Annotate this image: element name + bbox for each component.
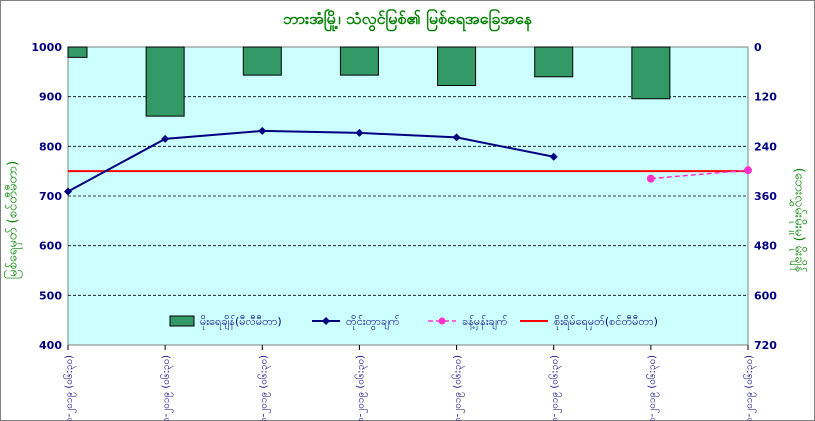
y-left-tick-label: 700: [39, 190, 62, 203]
chart-title: ဘားအံမြို့၊ သံလွင်မြစ်၏ မြစ်ရေအခြေအနေ: [283, 9, 532, 28]
rain-bar: [437, 46, 477, 86]
x-category-label: ၅-၈-၂၀၁၉ (၀၆:၃၀): [62, 355, 77, 421]
y-left-tick-label: 500: [39, 289, 62, 302]
x-category-label: ၈-၈-၂၀၁၉ (၀၆:၃၀): [353, 355, 368, 421]
legend-marker: [322, 317, 330, 325]
y-left-tick-label: 400: [39, 339, 62, 352]
rain-bar: [534, 46, 574, 78]
y-right-tick-label: 360: [754, 190, 777, 203]
legend-label: ခန့်မှန်းချက်: [462, 315, 508, 330]
measured-point: [355, 128, 364, 137]
rain-bar: [67, 46, 88, 58]
y-right-tick-label: 720: [754, 339, 777, 352]
x-category-label: ၆-၈-၂၀၁၉ (၀၆:၃၀): [159, 355, 174, 421]
measured-point: [64, 187, 72, 196]
measured-point: [452, 133, 461, 142]
legend-marker: [438, 317, 446, 325]
x-category-label: ၇-၈-၂၀၁၉ (၀၆:၃၀): [256, 355, 271, 421]
rain-bar: [145, 46, 185, 117]
y-right-tick-label: 240: [754, 140, 777, 153]
y-left-tick-label: 1000: [31, 41, 62, 54]
legend-label: စိုးရိမ်ရေမှတ်(စင်တီမီတာ): [554, 315, 658, 330]
x-category-label: ၁၁-၈-၂၀၁၉ (၀၆:၃၀): [645, 355, 660, 421]
measured-point: [161, 134, 170, 143]
measured-point: [258, 126, 267, 135]
x-category-label: ၁၀-၈-၂၀၁၉ (၀၆:၃၀): [548, 355, 563, 421]
forecast-point: [744, 166, 752, 175]
measured-line: [67, 129, 554, 193]
y-right-tick-label: 600: [754, 289, 777, 302]
y-left-tick-label: 800: [39, 140, 62, 153]
rain-bar: [631, 46, 671, 100]
legend-swatch: [169, 315, 195, 327]
legend-label: မိုးရေချိန်(မီလီမီတာ): [200, 315, 282, 330]
rain-bar: [242, 46, 282, 76]
x-category-label: ၁၂-၈-၂၀၁၉ (၀၆:၃၀): [742, 355, 757, 421]
measured-point: [549, 152, 558, 161]
legend-label: တိုင်းတွာချက်: [346, 315, 400, 330]
rain-bar: [339, 46, 379, 76]
y-right-tick-label: 0: [754, 41, 762, 54]
y-right-tick-label: 480: [754, 240, 777, 253]
x-category-label: ၉-၈-၂၀၁၉ (၀၆:၃၀): [451, 355, 466, 421]
forecast-point: [646, 174, 655, 183]
y-right-tick-label: 120: [754, 91, 777, 104]
forecast-line: [650, 169, 749, 180]
y-left-tick-label: 900: [39, 91, 62, 104]
y-left-tick-label: 600: [39, 240, 62, 253]
